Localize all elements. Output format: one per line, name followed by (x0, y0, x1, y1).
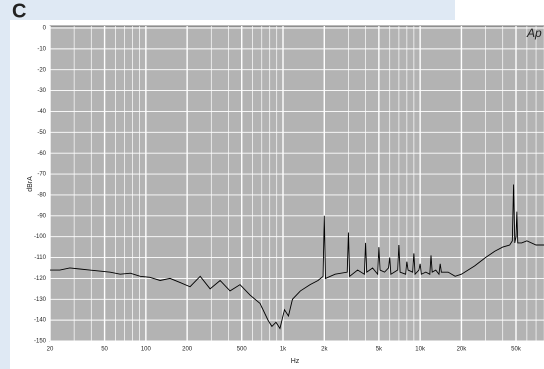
x-tick-label: 50 (101, 347, 108, 353)
y-tick-label: -60 (37, 151, 46, 157)
y-tick-label: -40 (37, 109, 46, 115)
y-tick-label: -140 (34, 318, 47, 324)
x-tick-label: 100 (141, 347, 152, 353)
x-tick-label: 20 (47, 347, 54, 353)
x-axis-label: Hz (291, 358, 300, 365)
y-tick-label: -10 (37, 46, 46, 52)
y-tick-label: -30 (37, 88, 46, 94)
x-tick-label: 500 (237, 347, 248, 353)
x-tick-label: 50k (511, 347, 522, 353)
y-tick-label: -70 (37, 172, 46, 178)
y-tick-label: -150 (34, 339, 47, 345)
panel-top (455, 0, 544, 20)
plot-area (49, 25, 544, 342)
x-tick-label: 20k (457, 347, 468, 353)
y-tick-label: -90 (37, 213, 46, 219)
y-tick-label: -110 (34, 255, 46, 261)
y-tick-label: -20 (37, 67, 46, 73)
x-tick-label: 2k (321, 347, 328, 353)
y-tick-label: -130 (34, 297, 47, 303)
y-tick-label: -100 (34, 234, 47, 240)
x-tick-label: 5k (376, 347, 383, 353)
y-axis-label: dBrA (27, 176, 34, 192)
annotation: Ap (526, 26, 542, 40)
x-tick-label: 10k (415, 347, 426, 353)
y-tick-label: -80 (37, 193, 46, 199)
y-tick-label: -120 (34, 276, 47, 282)
x-tick-label: 200 (182, 347, 193, 353)
y-tick-label: -50 (37, 130, 46, 136)
y-tick-label: 0 (43, 26, 47, 32)
x-tick-label: 1k (280, 347, 287, 353)
chart-title: C (12, 0, 26, 22)
spectrum-line (50, 184, 544, 330)
